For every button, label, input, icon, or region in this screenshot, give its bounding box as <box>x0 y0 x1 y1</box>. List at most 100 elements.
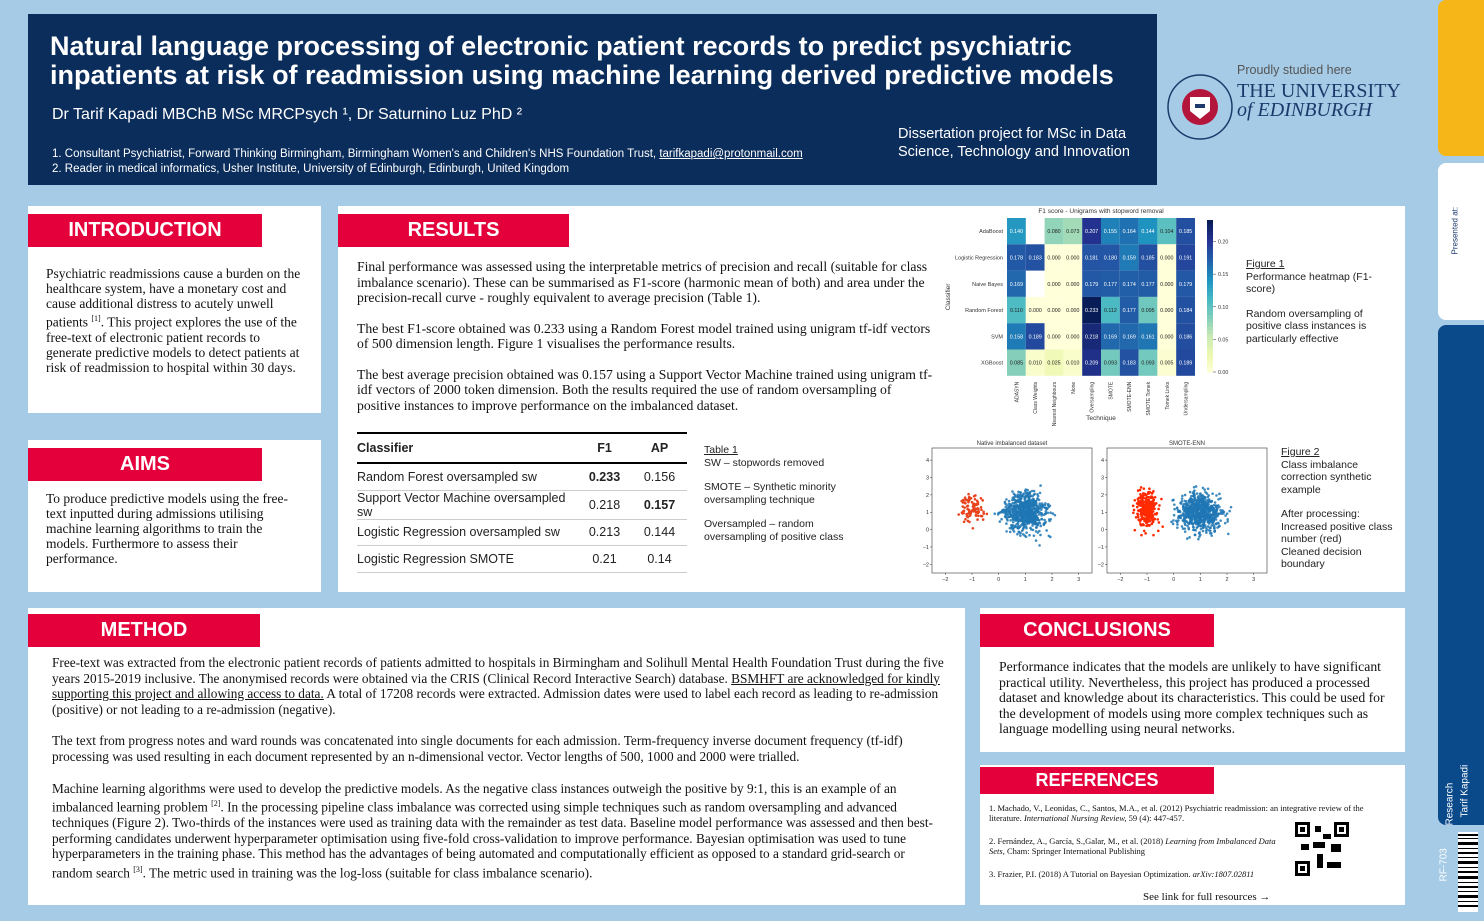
project-line: Dissertation project for MSc in Data <box>898 126 1127 142</box>
scatter-dot <box>1015 503 1019 506</box>
scatter-dot <box>1013 493 1017 497</box>
scatter-dot <box>1021 501 1024 505</box>
scatter-dot <box>1146 492 1150 495</box>
scatter-dot <box>1211 492 1214 495</box>
cell-label: 0.112 <box>1104 308 1117 314</box>
scatter-dot <box>1144 493 1148 497</box>
scatter-dot <box>1035 526 1038 529</box>
title-line: Natural language processing of electroni… <box>50 31 1072 61</box>
caption: Performance heatmap (F1-score) <box>1246 270 1373 296</box>
scatter-dot <box>1019 523 1023 527</box>
scatter-dot <box>1194 528 1198 532</box>
heatmap-cell <box>1138 244 1158 271</box>
scatter-dot <box>963 501 967 504</box>
text: Psychiatric readmissions cause a burden … <box>46 266 301 330</box>
university-name: THE UNIVERSITY of EDINBURGH <box>1237 81 1401 120</box>
heatmap-cell <box>1157 349 1177 376</box>
scatter-dot <box>1152 490 1155 493</box>
colorbar-segment <box>1207 246 1213 251</box>
scatter-dot <box>1225 512 1229 515</box>
scatter-dot <box>1011 515 1015 519</box>
resource-link[interactable]: See link for full resources → <box>1143 891 1271 903</box>
scatter-dot <box>1022 492 1026 495</box>
scatter-dot <box>1026 510 1030 513</box>
x-tick-label: 1 <box>1199 577 1202 583</box>
scatter-dot <box>1025 526 1028 530</box>
scatter-dot <box>1154 502 1158 505</box>
cell-label: 0.000 <box>1047 255 1060 261</box>
scatter-dot <box>1204 505 1207 509</box>
scatter-dot <box>1184 520 1188 523</box>
affiliations: 1. Consultant Psychiatrist, Forward Thin… <box>52 147 803 177</box>
scatter-dot <box>1142 529 1146 533</box>
cell-label: 0.073 <box>1066 229 1079 235</box>
colorbar-segment <box>1207 322 1213 327</box>
scatter-dot <box>1028 490 1032 494</box>
text: Machine learning algorithms were used to… <box>52 780 897 815</box>
heatmap-cell <box>1007 218 1026 245</box>
scatter-dot <box>974 514 978 517</box>
scatter-dot <box>1031 524 1034 527</box>
scatter-dot <box>1019 491 1022 494</box>
text: A total of 17208 records were extracted.… <box>52 686 939 717</box>
scatter-dot <box>1132 511 1135 515</box>
cell-label: 0.178 <box>1010 255 1023 261</box>
colorbar-segment <box>1207 292 1213 297</box>
scatter-dot <box>1023 534 1027 537</box>
y-tick-label: −1 <box>923 545 929 551</box>
heatmap-cell <box>1007 244 1026 271</box>
scatter-dot <box>1229 505 1233 509</box>
scatter-dot <box>965 498 969 502</box>
scatter-dot <box>1224 514 1227 517</box>
scatter-dot <box>1011 501 1015 505</box>
note: SW – stopwords removed <box>704 456 825 469</box>
scatter-dot <box>1188 518 1192 521</box>
scatter-dot <box>1017 504 1021 508</box>
email[interactable]: tarifkapadi@protonmail.com <box>659 148 803 160</box>
journal: International Nursing Review, <box>1023 813 1127 823</box>
cell-label: 0.189 <box>1029 334 1042 340</box>
colorbar-segment <box>1207 318 1213 324</box>
crest <box>1167 74 1233 140</box>
scatter-dot <box>962 520 966 524</box>
scatter-dot <box>1044 509 1048 513</box>
column-header: Classifier <box>357 432 577 464</box>
colorbar-segment <box>1207 368 1213 373</box>
scatter-dot <box>1013 517 1016 521</box>
note: Oversampled – random oversampling of pos… <box>704 518 844 543</box>
y-tick-label: 0 <box>926 528 929 534</box>
scatter-dot <box>1145 514 1148 518</box>
heatmap-cell <box>1138 349 1158 376</box>
section-heading: RESULTS <box>338 214 569 247</box>
scatter-dot <box>1214 522 1218 525</box>
text: . In the processing pipeline class imbal… <box>52 799 933 881</box>
text: 2. Fernández, A., García, S.,Galar, M., … <box>989 836 1166 846</box>
scatter-dot <box>1192 490 1195 493</box>
scatter-dot <box>1147 498 1151 502</box>
scatter-dot <box>1143 517 1146 521</box>
scatter-dot <box>1221 509 1224 512</box>
authors: Dr Tarif Kapadi MBChB MSc MRCPsych ¹, Dr… <box>52 106 523 123</box>
cell-label: 0.177 <box>1123 308 1136 314</box>
heatmap-cell <box>1119 349 1139 376</box>
cell-label: 0.177 <box>1104 282 1117 288</box>
scatter-dot <box>1197 495 1200 498</box>
cell-label: 0.000 <box>1066 282 1079 288</box>
scatter-dot <box>1161 525 1164 528</box>
y-tick-label: 0 <box>1101 528 1104 534</box>
column-label: Undersampling <box>1184 382 1190 416</box>
qr-code[interactable] <box>1295 822 1349 876</box>
scatter-dot <box>1172 498 1175 502</box>
scatter-dot <box>1213 515 1216 519</box>
scatter-dot <box>1201 501 1205 504</box>
paragraph: Final performance was assessed using the… <box>357 259 928 305</box>
scatter-dot <box>1015 514 1018 518</box>
caption: Cleaned decision boundary <box>1281 545 1362 571</box>
cell-label: 0.186 <box>1179 334 1192 340</box>
cell-label: 0.000 <box>1047 308 1060 314</box>
scatter-dot <box>1136 513 1140 517</box>
colorbar-segment <box>1207 235 1213 240</box>
colorbar-segment <box>1207 220 1213 225</box>
scatter-dot <box>1175 506 1179 510</box>
colorbar-segment <box>1207 337 1213 343</box>
